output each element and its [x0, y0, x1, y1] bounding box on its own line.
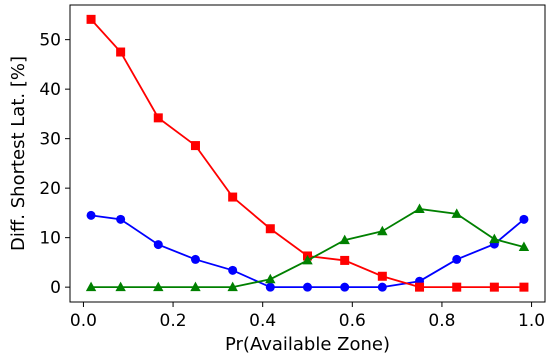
- data-point: [265, 282, 275, 292]
- data-point: [340, 255, 350, 265]
- data-point: [451, 208, 462, 218]
- y-tick-label: 40: [39, 80, 61, 100]
- data-point: [377, 282, 387, 292]
- plot-frame: [69, 4, 546, 303]
- data-point: [302, 254, 313, 265]
- y-tick-label: 20: [39, 179, 61, 199]
- data-point: [116, 214, 126, 224]
- y-tick-label: 50: [39, 31, 61, 51]
- x-tick-label: 0.6: [339, 311, 366, 331]
- series-0: [86, 210, 529, 292]
- data-point: [190, 141, 200, 151]
- series-line: [90, 214, 525, 289]
- data-point: [265, 224, 275, 234]
- data-point: [227, 281, 238, 292]
- data-point: [86, 210, 96, 220]
- data-point: [519, 214, 529, 224]
- data-point: [452, 254, 462, 264]
- x-axis-label: Pr(Available Zone): [225, 334, 390, 355]
- data-point: [265, 273, 276, 284]
- series-2: [85, 203, 530, 292]
- data-point: [415, 282, 425, 292]
- data-point: [340, 282, 350, 292]
- x-tick-label: 0.0: [70, 311, 97, 331]
- data-point: [153, 281, 164, 292]
- y-tick-label: 30: [39, 130, 61, 150]
- data-point: [339, 234, 350, 245]
- data-point: [228, 265, 238, 275]
- plot-marks: [85, 14, 530, 292]
- data-point: [377, 225, 388, 236]
- data-point: [190, 254, 200, 264]
- x-tick-label: 0.8: [428, 311, 455, 331]
- data-point: [190, 281, 201, 292]
- x-tick-label: 0.2: [160, 311, 187, 331]
- data-point: [86, 14, 96, 24]
- data-point: [153, 113, 163, 123]
- series-1: [86, 14, 529, 292]
- data-point: [489, 282, 499, 292]
- x-tick-label: 1.0: [518, 311, 545, 331]
- data-point: [303, 282, 312, 292]
- data-point: [414, 203, 425, 213]
- y-tick-label: 0: [50, 278, 61, 298]
- data-point: [377, 271, 387, 281]
- data-point: [518, 241, 530, 252]
- data-point: [85, 281, 97, 292]
- y-tick-label: 10: [39, 229, 61, 249]
- data-point: [115, 281, 126, 292]
- data-point: [452, 282, 462, 292]
- data-point: [489, 233, 500, 244]
- y-axis-label: Diff. Shortest Lat. [%]: [8, 56, 29, 251]
- x-tick-label: 0.4: [249, 311, 276, 331]
- data-point: [228, 192, 238, 202]
- data-point: [116, 47, 126, 57]
- data-point: [153, 240, 163, 250]
- data-point: [519, 282, 529, 292]
- axes: 0.0 0.2 0.4 0.6 0.8 1.0 0 10 20 30 40 50: [39, 31, 545, 331]
